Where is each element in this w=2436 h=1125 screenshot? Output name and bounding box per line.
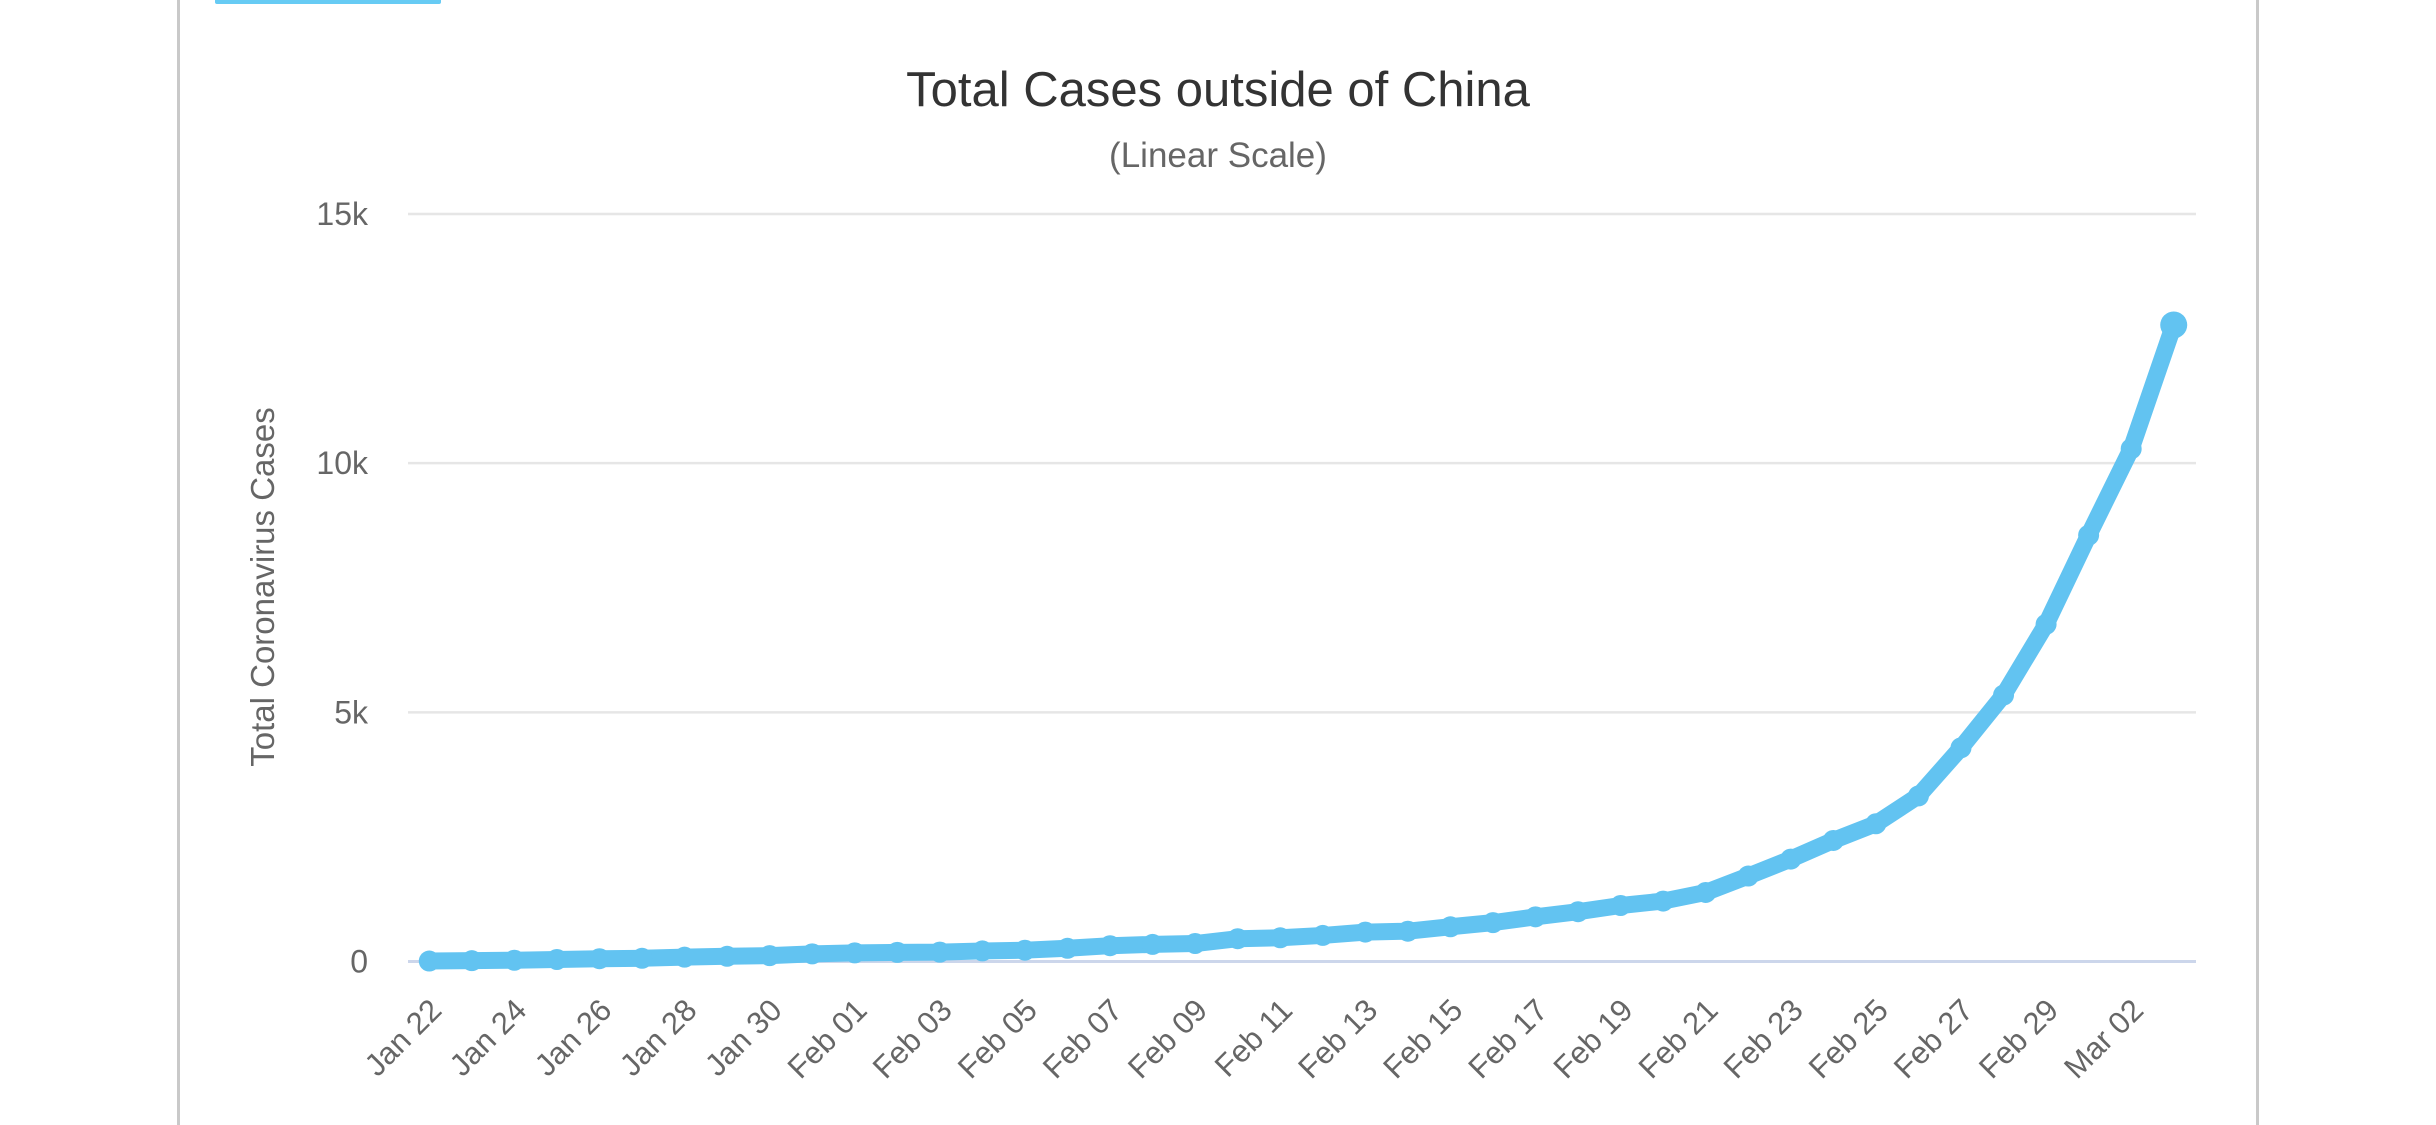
data-point[interactable] <box>2120 438 2142 460</box>
data-point[interactable] <box>1567 901 1589 923</box>
content-left-border <box>177 0 180 1125</box>
x-tick-label: Mar 02 <box>2057 992 2150 1085</box>
x-tick-label: Feb 09 <box>1121 992 1214 1085</box>
data-point[interactable] <box>1227 928 1249 950</box>
data-point[interactable] <box>1737 865 1759 887</box>
x-tick-label: Jan 24 <box>443 992 534 1083</box>
data-point[interactable] <box>1950 737 1972 759</box>
x-tick-label: Jan 28 <box>613 992 704 1083</box>
x-tick-label: Feb 21 <box>1632 992 1725 1085</box>
data-point[interactable] <box>1354 921 1376 943</box>
x-tick-label: Feb 05 <box>951 992 1044 1085</box>
data-point[interactable] <box>886 941 908 963</box>
data-point[interactable] <box>1312 924 1334 946</box>
data-point[interactable] <box>1099 935 1121 957</box>
x-tick-label: Feb 23 <box>1717 992 1810 1085</box>
data-point[interactable] <box>546 949 568 971</box>
data-point[interactable] <box>1269 927 1291 949</box>
x-tick-label: Feb 25 <box>1802 992 1895 1085</box>
data-point[interactable] <box>1610 894 1632 916</box>
x-tick-label: Feb 11 <box>1208 992 1299 1083</box>
data-point[interactable] <box>716 945 738 967</box>
x-tick-label: Feb 17 <box>1461 992 1554 1085</box>
content-right-border <box>2256 0 2259 1125</box>
series-total-cases[interactable] <box>418 311 2188 972</box>
data-point[interactable] <box>844 942 866 964</box>
data-point[interactable] <box>801 943 823 965</box>
x-tick-label: Feb 03 <box>866 992 959 1085</box>
data-point[interactable] <box>1482 912 1504 934</box>
data-point[interactable] <box>1695 881 1717 903</box>
x-tick-label: Feb 29 <box>1972 992 2065 1085</box>
data-point[interactable] <box>674 946 696 968</box>
data-point[interactable] <box>1652 890 1674 912</box>
series-line[interactable] <box>420 316 2183 970</box>
x-tick-label: Feb 19 <box>1547 992 1640 1085</box>
data-point[interactable] <box>1184 933 1206 955</box>
data-point[interactable] <box>1993 684 2015 706</box>
data-point[interactable] <box>1142 933 1164 955</box>
data-point[interactable] <box>1907 785 1929 807</box>
data-point[interactable] <box>759 945 781 967</box>
data-point[interactable] <box>503 949 525 971</box>
chart-title: Total Cases outside of China <box>906 63 1530 117</box>
y-tick-label: 5k <box>334 694 369 730</box>
data-point[interactable] <box>631 947 653 969</box>
x-tick-label: Jan 30 <box>698 992 789 1083</box>
data-point[interactable] <box>929 941 951 963</box>
y-tick-label: 10k <box>316 445 369 481</box>
data-point[interactable] <box>1822 829 1844 851</box>
data-point[interactable] <box>461 950 483 972</box>
data-point[interactable] <box>1056 937 1078 959</box>
data-point[interactable] <box>2160 311 2188 339</box>
data-point[interactable] <box>1397 920 1419 942</box>
x-tick-label: Feb 27 <box>1887 992 1980 1085</box>
data-point[interactable] <box>1780 848 1802 870</box>
x-tick-label: Feb 15 <box>1376 992 1469 1085</box>
data-point[interactable] <box>1525 906 1547 928</box>
data-point[interactable] <box>1014 939 1036 961</box>
data-point[interactable] <box>2035 613 2057 635</box>
data-point[interactable] <box>2078 524 2100 546</box>
data-point[interactable] <box>971 940 993 962</box>
active-tab-indicator[interactable] <box>215 0 441 4</box>
data-point[interactable] <box>1439 916 1461 938</box>
y-tick-label: 15k <box>316 196 369 232</box>
x-tick-label: Jan 22 <box>358 992 449 1083</box>
x-tick-label: Feb 01 <box>781 992 874 1085</box>
x-tick-label: Jan 26 <box>528 992 619 1083</box>
data-point[interactable] <box>1865 813 1887 835</box>
data-point[interactable] <box>418 950 440 972</box>
data-point[interactable] <box>588 948 610 970</box>
x-tick-label: Feb 07 <box>1036 992 1129 1085</box>
chart-subtitle: (Linear Scale) <box>1109 136 1327 175</box>
x-tick-label: Feb 13 <box>1291 992 1384 1085</box>
y-tick-label: 0 <box>350 944 368 980</box>
